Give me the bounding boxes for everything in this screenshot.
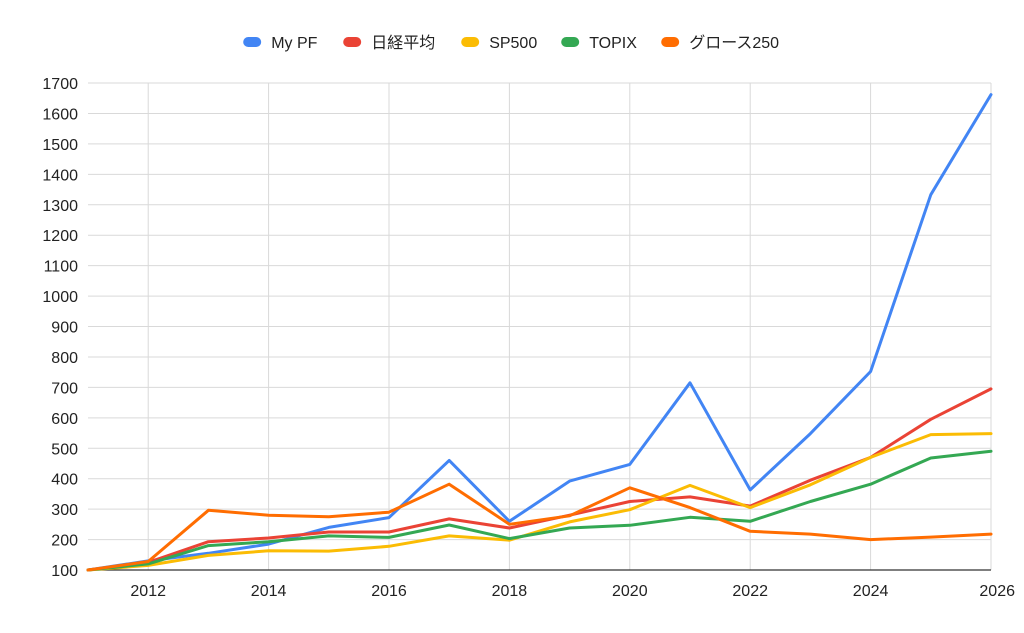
y-tick-label: 500 bbox=[51, 441, 78, 458]
series-lines bbox=[86, 93, 993, 572]
y-tick-label: 700 bbox=[51, 380, 78, 397]
y-tick-label: 1500 bbox=[42, 137, 78, 154]
legend[interactable]: My PF 日経平均 SP500 TOPIX グロース250 bbox=[243, 34, 779, 52]
y-tick-label: 1000 bbox=[42, 289, 78, 306]
y-tick-label: 900 bbox=[51, 320, 78, 337]
x-tick-label: 2016 bbox=[371, 583, 407, 600]
legend-swatch bbox=[561, 37, 580, 47]
series-line-4 bbox=[86, 482, 993, 572]
legend-item-2[interactable]: SP500 bbox=[461, 35, 537, 52]
x-tick-label: 2020 bbox=[612, 583, 648, 600]
legend-label: My PF bbox=[271, 35, 317, 52]
y-tick-label: 1600 bbox=[42, 106, 78, 123]
x-tick-label: 2012 bbox=[130, 583, 166, 600]
series-line-3 bbox=[86, 449, 993, 572]
legend-swatch bbox=[343, 37, 362, 47]
x-axis-tick-labels: 2012 2014 2016 2018 2020 2022 2024 2026 bbox=[130, 583, 1015, 600]
x-tick-label: 2014 bbox=[251, 583, 287, 600]
y-tick-label: 600 bbox=[51, 411, 78, 428]
x-tick-label: 2018 bbox=[492, 583, 528, 600]
x-tick-label: 2024 bbox=[853, 583, 889, 600]
x-tick-label: 2022 bbox=[732, 583, 768, 600]
grid-lines bbox=[88, 82, 992, 570]
x-tick-label: 2026 bbox=[979, 583, 1015, 600]
y-tick-label: 1300 bbox=[42, 198, 78, 215]
legend-swatch bbox=[661, 37, 680, 47]
y-tick-label: 100 bbox=[51, 563, 78, 580]
y-tick-label: 1200 bbox=[42, 228, 78, 245]
legend-swatch bbox=[243, 37, 262, 47]
legend-label: 日経平均 bbox=[371, 34, 435, 52]
legend-item-3[interactable]: TOPIX bbox=[561, 35, 637, 52]
y-axis-tick-labels: 100 200 300 400 500 600 700 800 900 1000 1100 1200 1… bbox=[42, 76, 78, 580]
y-tick-label: 200 bbox=[51, 533, 78, 550]
legend-swatch bbox=[461, 37, 480, 47]
y-tick-label: 1700 bbox=[42, 76, 78, 93]
series-line-2 bbox=[86, 432, 993, 572]
legend-label: グロース250 bbox=[689, 34, 779, 52]
y-tick-label: 1100 bbox=[44, 259, 79, 276]
y-tick-label: 800 bbox=[51, 350, 78, 367]
y-tick-label: 300 bbox=[51, 502, 78, 519]
legend-item-4[interactable]: グロース250 bbox=[661, 34, 779, 52]
legend-label: TOPIX bbox=[589, 35, 637, 52]
y-tick-label: 1400 bbox=[42, 167, 78, 184]
series-line-0 bbox=[86, 93, 993, 572]
y-tick-label: 400 bbox=[51, 472, 78, 489]
legend-label: SP500 bbox=[489, 35, 537, 52]
series-line-1 bbox=[86, 387, 993, 572]
legend-item-0[interactable]: My PF bbox=[243, 35, 318, 52]
legend-item-1[interactable]: 日経平均 bbox=[343, 34, 435, 52]
